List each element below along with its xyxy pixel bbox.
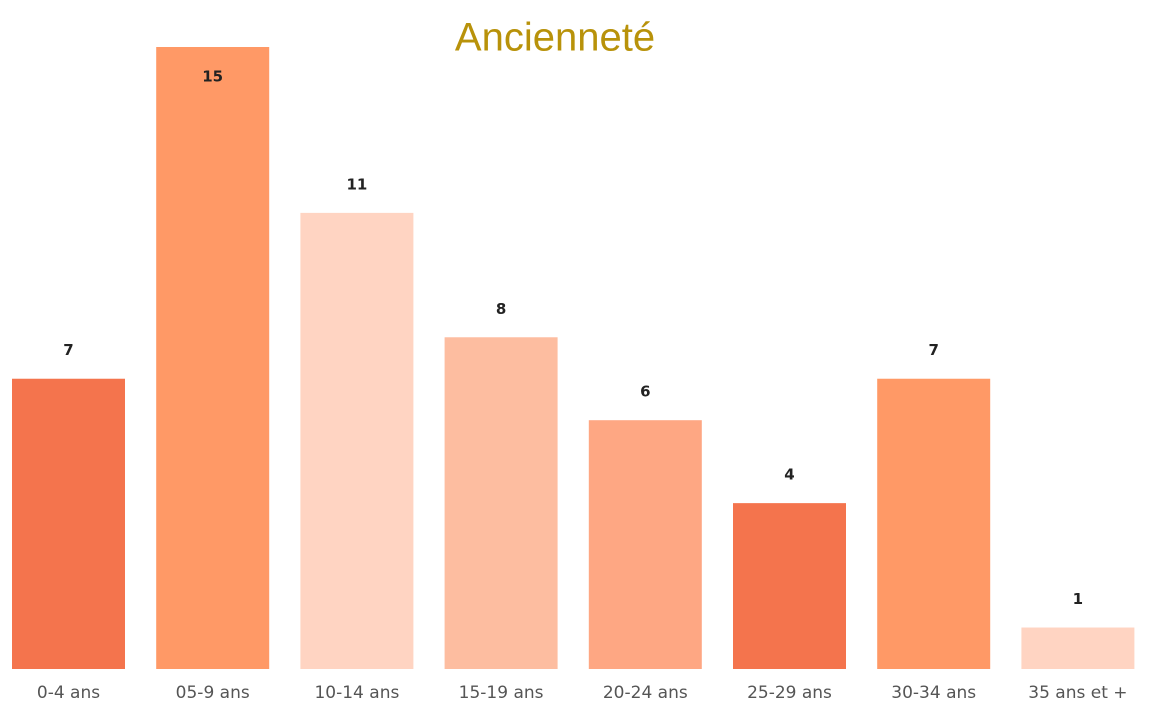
bar bbox=[1021, 627, 1135, 669]
x-tick-label: 0-4 ans bbox=[37, 683, 100, 703]
bar bbox=[300, 212, 414, 669]
x-tick-label: 15-19 ans bbox=[459, 683, 544, 703]
data-label: 7 bbox=[63, 341, 73, 359]
x-tick-label: 05-9 ans bbox=[176, 683, 250, 703]
x-tick-label: 30-34 ans bbox=[891, 683, 976, 703]
x-tick-label: 10-14 ans bbox=[314, 683, 399, 703]
bar bbox=[156, 47, 270, 669]
x-tick-label: 20-24 ans bbox=[603, 683, 688, 703]
data-label: 15 bbox=[202, 68, 223, 86]
data-label: 8 bbox=[496, 300, 506, 318]
x-tick-label: 35 ans et + bbox=[1028, 683, 1127, 703]
x-tick-label: 25-29 ans bbox=[747, 683, 832, 703]
bar bbox=[588, 420, 702, 669]
chart-title: Ancienneté bbox=[455, 16, 655, 60]
data-label: 6 bbox=[640, 383, 650, 401]
data-label: 4 bbox=[784, 466, 794, 484]
data-label: 1 bbox=[1073, 590, 1083, 608]
bar bbox=[444, 337, 558, 669]
bar bbox=[12, 378, 125, 669]
bar bbox=[733, 503, 846, 669]
bar bbox=[877, 378, 991, 669]
data-label: 7 bbox=[928, 341, 938, 359]
data-label: 11 bbox=[346, 175, 367, 193]
